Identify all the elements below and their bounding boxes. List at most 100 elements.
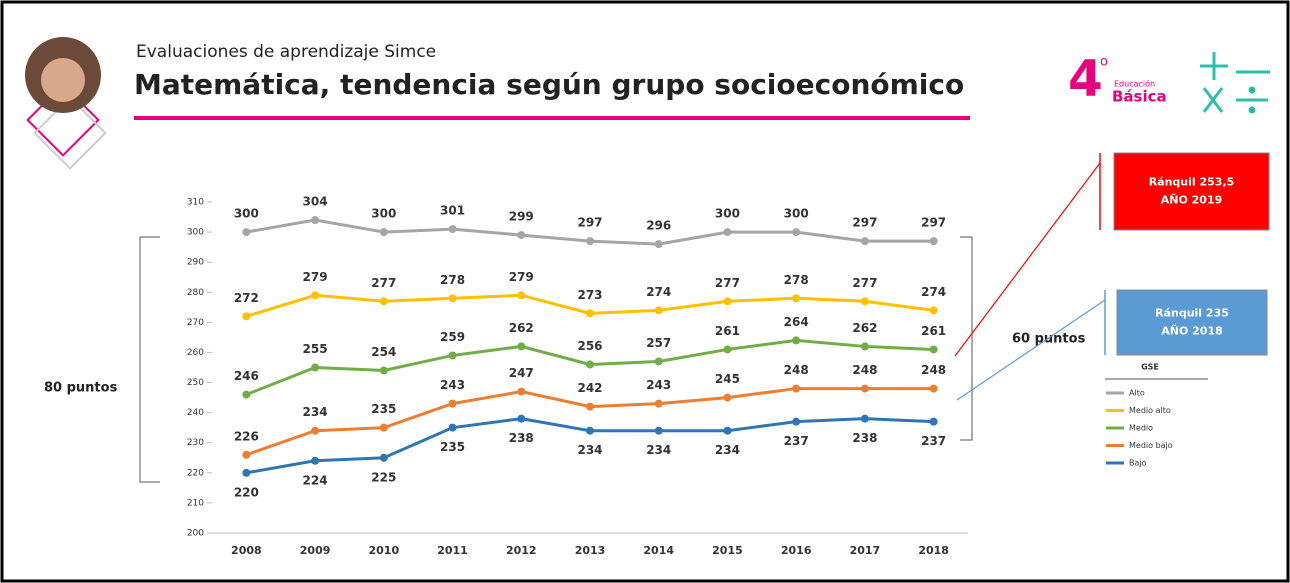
point bbox=[586, 426, 594, 435]
point bbox=[448, 294, 457, 303]
point bbox=[654, 357, 663, 366]
point bbox=[311, 216, 320, 225]
point bbox=[379, 297, 388, 306]
data-label: 248 bbox=[921, 363, 946, 377]
point bbox=[792, 384, 801, 393]
point bbox=[654, 426, 663, 435]
point bbox=[929, 417, 938, 426]
title: Matemática, tendencia según grupo socioe… bbox=[134, 68, 964, 101]
point bbox=[792, 336, 801, 345]
data-label: 278 bbox=[784, 273, 809, 287]
y-tick-label: 280 bbox=[187, 288, 204, 298]
point bbox=[723, 393, 732, 402]
legend-label: Medio bbox=[1129, 424, 1153, 433]
point bbox=[860, 297, 869, 306]
point bbox=[929, 237, 938, 246]
data-label: 274 bbox=[921, 285, 946, 299]
legend-label: Medio bajo bbox=[1129, 441, 1173, 450]
data-label: 304 bbox=[303, 195, 328, 209]
callout-box bbox=[1113, 152, 1270, 231]
data-label: 274 bbox=[646, 285, 671, 299]
point bbox=[517, 342, 526, 351]
data-label: 297 bbox=[577, 216, 602, 230]
y-tick-label: 240 bbox=[187, 408, 204, 418]
point bbox=[517, 414, 526, 423]
x-tick-label: 2018 bbox=[918, 544, 949, 557]
level: Básica bbox=[1112, 88, 1167, 106]
point bbox=[792, 228, 801, 237]
data-label: 234 bbox=[646, 443, 671, 457]
math-icon bbox=[1200, 52, 1270, 114]
point bbox=[517, 387, 526, 396]
x-tick-label: 2013 bbox=[575, 544, 606, 557]
point bbox=[448, 351, 457, 360]
data-label: 277 bbox=[852, 276, 877, 290]
point bbox=[860, 414, 869, 423]
callout-text: AÑO 2019 bbox=[1161, 194, 1223, 207]
data-label: 272 bbox=[234, 291, 259, 305]
y-tick-label: 210 bbox=[187, 498, 204, 508]
point bbox=[586, 309, 594, 318]
point bbox=[311, 363, 320, 372]
point bbox=[929, 384, 938, 393]
level-top: Educación bbox=[1114, 79, 1155, 89]
point bbox=[929, 306, 938, 315]
point bbox=[723, 345, 732, 354]
data-label: 262 bbox=[852, 321, 877, 335]
data-label: 247 bbox=[509, 366, 534, 380]
legend-title: GSE bbox=[1141, 363, 1159, 372]
data-label: 254 bbox=[371, 345, 396, 359]
y-tick-label: 230 bbox=[187, 438, 204, 448]
data-label: 237 bbox=[784, 434, 809, 448]
data-label: 279 bbox=[509, 270, 534, 284]
data-label: 225 bbox=[371, 470, 396, 484]
data-label: 234 bbox=[577, 443, 602, 457]
point bbox=[242, 312, 251, 321]
data-label: 296 bbox=[646, 219, 671, 233]
data-label: 277 bbox=[715, 276, 740, 290]
y-tick-label: 300 bbox=[187, 228, 204, 238]
x-tick-label: 2014 bbox=[643, 544, 674, 557]
data-label: 264 bbox=[784, 315, 809, 329]
x-tick-label: 2008 bbox=[231, 544, 262, 557]
point bbox=[654, 399, 663, 408]
point bbox=[517, 231, 526, 240]
data-label: 238 bbox=[852, 431, 877, 445]
data-label: 300 bbox=[234, 207, 259, 221]
y-tick-label: 200 bbox=[187, 529, 204, 539]
data-label: 297 bbox=[852, 216, 877, 230]
point bbox=[379, 366, 388, 375]
data-label: 237 bbox=[921, 434, 946, 448]
y-tick-label: 310 bbox=[187, 198, 204, 208]
legend-label: Bajo bbox=[1129, 459, 1147, 468]
data-label: 242 bbox=[577, 381, 602, 395]
point bbox=[586, 402, 594, 411]
data-label: 246 bbox=[234, 369, 259, 383]
point bbox=[448, 399, 457, 408]
data-label: 248 bbox=[852, 363, 877, 377]
data-label: 297 bbox=[921, 216, 946, 230]
data-label: 262 bbox=[509, 321, 534, 335]
callout-pointer bbox=[956, 299, 1106, 401]
brackets bbox=[139, 236, 973, 483]
data-label: 235 bbox=[440, 440, 465, 454]
point bbox=[586, 360, 594, 369]
grade: 4 bbox=[1068, 50, 1103, 108]
data-label: 256 bbox=[577, 339, 602, 353]
point bbox=[860, 384, 869, 393]
annotation: 60 puntos bbox=[1012, 332, 1086, 347]
annotation: 80 puntos bbox=[44, 381, 118, 396]
point bbox=[723, 228, 732, 237]
data-label: 255 bbox=[303, 342, 328, 356]
point bbox=[860, 342, 869, 351]
data-label: 257 bbox=[646, 336, 671, 350]
subtitle: Evaluaciones de aprendizaje Simce bbox=[136, 42, 436, 62]
grade-mark: o bbox=[1100, 55, 1108, 70]
y-tick-label: 250 bbox=[187, 378, 204, 388]
point bbox=[860, 237, 869, 246]
point bbox=[586, 237, 594, 246]
data-label: 226 bbox=[234, 429, 259, 443]
data-label: 277 bbox=[371, 276, 396, 290]
point bbox=[723, 426, 732, 435]
